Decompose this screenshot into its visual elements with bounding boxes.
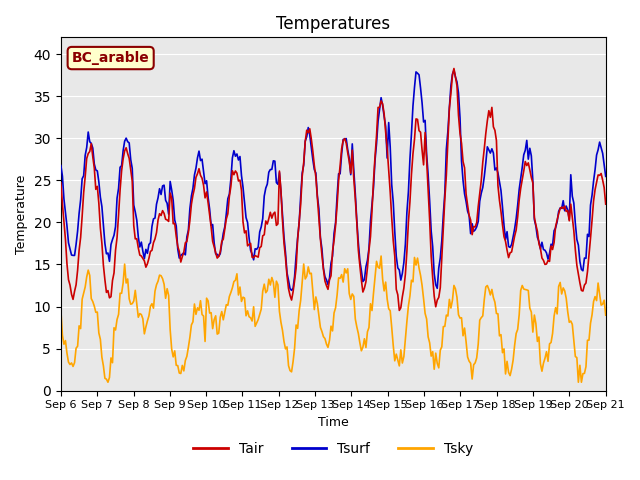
X-axis label: Time: Time — [318, 416, 349, 429]
Legend: Tair, Tsurf, Tsky: Tair, Tsurf, Tsky — [188, 436, 479, 461]
Y-axis label: Temperature: Temperature — [15, 174, 28, 253]
Text: BC_arable: BC_arable — [72, 51, 150, 65]
Title: Temperatures: Temperatures — [276, 15, 390, 33]
